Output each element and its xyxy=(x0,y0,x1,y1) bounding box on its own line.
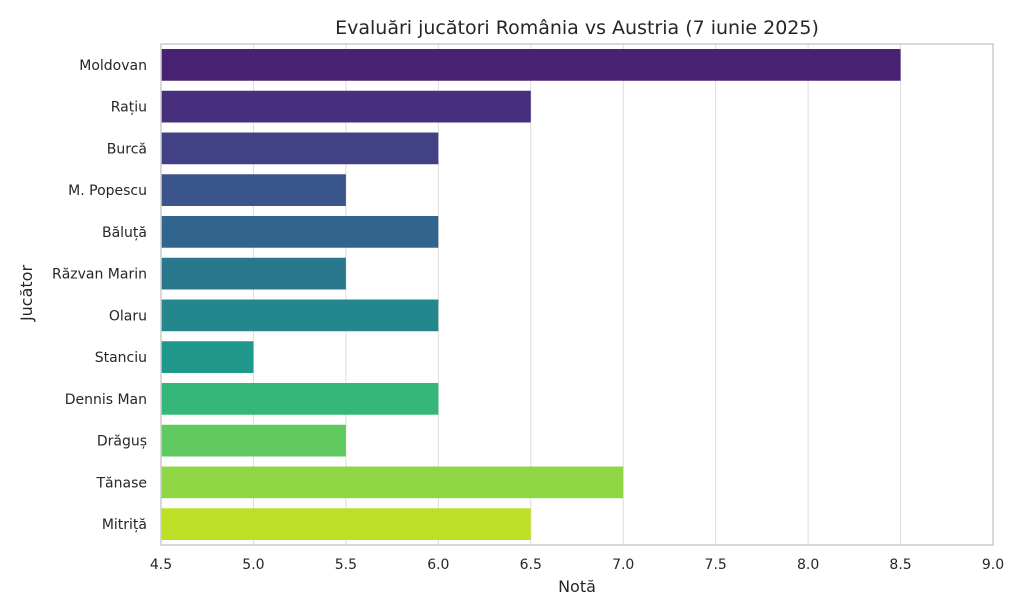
y-tick-label: Olaru xyxy=(109,308,147,324)
bar xyxy=(161,341,254,373)
x-tick-labels: 4.5 5.0 5.5 6.0 6.5 7.0 7.5 8.0 8.5 9.0 xyxy=(150,557,1004,573)
y-tick-label: M. Popescu xyxy=(68,183,147,199)
bar xyxy=(161,257,346,290)
y-tick-label: Băluță xyxy=(102,225,147,241)
bar xyxy=(161,90,531,123)
x-tick-label: 7.5 xyxy=(705,557,727,573)
y-tick-label: Răzvan Marin xyxy=(52,267,147,283)
bar xyxy=(161,466,624,499)
x-axis-title: Notă xyxy=(558,577,596,596)
bar xyxy=(161,383,439,415)
bar xyxy=(161,174,346,206)
y-tick-label: Moldovan xyxy=(79,58,147,74)
bar xyxy=(161,508,531,540)
bar xyxy=(161,424,346,457)
bar xyxy=(161,299,439,332)
bar xyxy=(161,49,901,81)
x-tick-label: 6.0 xyxy=(427,557,449,573)
x-tick-label: 6.5 xyxy=(520,557,542,573)
y-axis-title: Jucător xyxy=(17,265,36,323)
x-tick-label: 4.5 xyxy=(150,557,172,573)
x-tick-label: 7.0 xyxy=(612,557,634,573)
plot-frame xyxy=(160,43,994,546)
x-tick-label: 9.0 xyxy=(982,557,1004,573)
bars xyxy=(161,49,901,540)
bar xyxy=(161,132,439,165)
x-tick-label: 5.5 xyxy=(335,557,357,573)
chart-title: Evaluări jucători România vs Austria (7 … xyxy=(335,17,819,39)
y-tick-label: Dennis Man xyxy=(65,392,147,408)
bar xyxy=(161,216,439,248)
y-tick-label: Burcă xyxy=(107,141,147,157)
y-tick-label: Rațiu xyxy=(111,100,147,116)
y-tick-label: Mitriță xyxy=(102,517,147,533)
y-tick-label: Drăguș xyxy=(97,434,147,450)
y-tick-labels: Moldovan Rațiu Burcă M. Popescu Băluță Răzvan… xyxy=(52,58,147,533)
x-tick-label: 5.0 xyxy=(242,557,264,573)
x-tick-label: 8.5 xyxy=(889,557,911,573)
y-tick-label: Tănase xyxy=(96,475,148,491)
y-tick-label: Stanciu xyxy=(95,350,147,366)
x-tick-label: 8.0 xyxy=(797,557,819,573)
